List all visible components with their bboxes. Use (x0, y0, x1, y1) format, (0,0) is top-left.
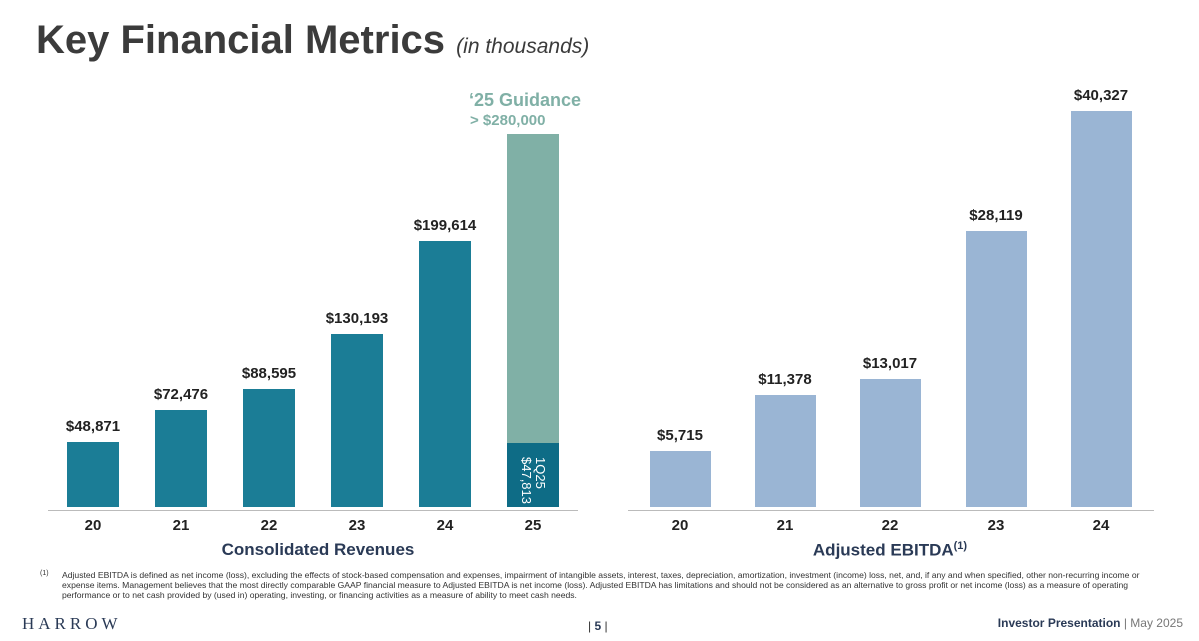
q1-value: $47,813 (519, 457, 534, 505)
revenue-bar (243, 388, 295, 507)
x-tick-label: 23 (987, 517, 1005, 534)
page-number: | 5 | (588, 619, 608, 633)
x-tick-label: 24 (1092, 517, 1110, 534)
footnote-text: Adjusted EBITDA is defined as net income… (62, 570, 1140, 600)
ebitda-x-axis (628, 510, 1154, 511)
data-label: $28,119 (969, 206, 1023, 224)
footer-right: Investor Presentation | May 2025 (997, 616, 1183, 630)
footnote-marker: (1) (40, 570, 49, 577)
revenue-bar (155, 410, 207, 507)
x-tick-label: 24 (436, 517, 454, 534)
x-tick-label: 21 (172, 517, 190, 534)
revenue-bar (331, 333, 383, 507)
revenue-axis-title: Consolidated Revenues (221, 540, 415, 559)
x-tick-label: 23 (348, 517, 366, 534)
x-tick-label: 22 (260, 517, 278, 534)
x-tick-label: 25 (524, 517, 542, 534)
data-label: $199,614 (413, 217, 477, 235)
revenue-bar (419, 241, 471, 507)
revenue-bar (67, 441, 119, 507)
footnote: (1) Adjusted EBITDA is defined as net inc… (40, 570, 1160, 600)
q1-period: 1Q25 (533, 457, 548, 490)
x-tick-label: 20 (84, 517, 102, 534)
ebitda-bar (1070, 111, 1132, 507)
x-tick-label: 21 (776, 517, 794, 534)
ebitda-bar (649, 450, 711, 507)
data-label: $88,595 (241, 364, 297, 382)
revenue-x-axis (48, 510, 578, 511)
footnote-ref: (1) (953, 540, 968, 552)
guidance-title: ‘25 Guidance (468, 90, 582, 110)
presentation-label: Investor Presentation (997, 616, 1121, 630)
ebitda-title-text: Adjusted EBITDA (812, 540, 954, 560)
data-label: $48,871 (65, 417, 121, 435)
page-title: Key Financial Metrics (in thousands) (36, 18, 589, 63)
data-label: $11,378 (758, 371, 812, 389)
guidance-value: > $280,000 (470, 112, 546, 129)
ebitda-bar (754, 395, 816, 507)
title-subtitle: (in thousands) (456, 35, 590, 58)
x-tick-label: 20 (671, 517, 689, 534)
data-label: $40,327 (1073, 87, 1129, 104)
data-label: $130,193 (325, 309, 389, 327)
q1-bar: 1Q25 $47,813 (507, 443, 559, 507)
data-label: $72,476 (153, 386, 209, 404)
data-label: $13,017 (862, 355, 918, 373)
ebitda-bar (965, 230, 1027, 507)
ebitda-axis-title: Adjusted EBITDA(1) (690, 540, 1090, 561)
data-label: $5,715 (657, 426, 703, 444)
title-text: Key Financial Metrics (36, 18, 446, 62)
x-tick-label: 22 (881, 517, 899, 534)
presentation-date: May 2025 (1130, 616, 1183, 630)
page-number-value: 5 (594, 619, 602, 633)
ebitda-bar (859, 379, 921, 507)
harrow-logo: HARROW (22, 614, 122, 633)
q1-label: 1Q25 $47,813 (519, 457, 548, 505)
